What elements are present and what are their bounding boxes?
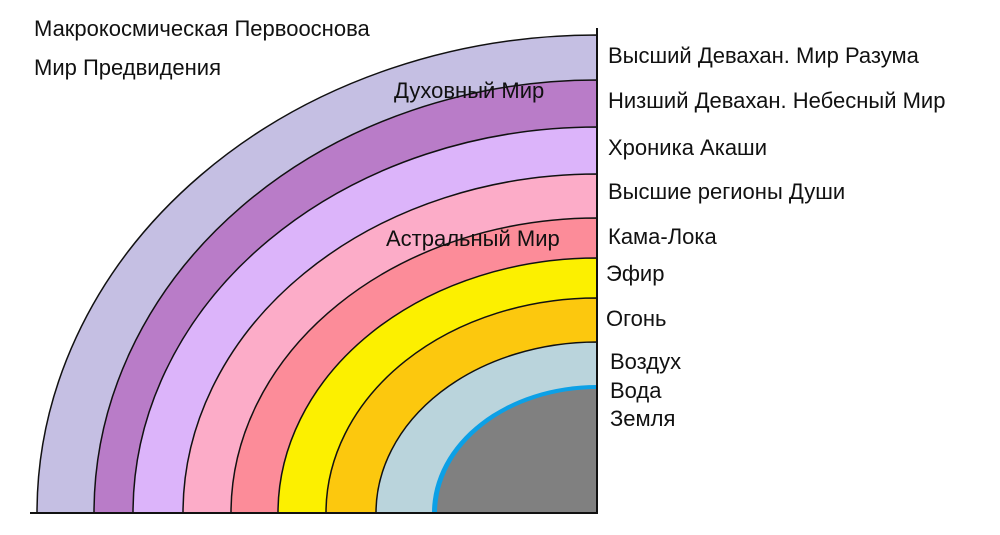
layer-label-air: Воздух xyxy=(610,349,682,374)
layer-label-higher-devachan: Высший Девахан. Мир Разума xyxy=(608,43,919,68)
layer-label-water: Вода xyxy=(610,378,662,403)
layer-label-higher-soul-regions: Высшие регионы Души xyxy=(608,179,846,204)
label-world-of-foresight: Мир Предвидения xyxy=(34,55,221,80)
layer-label-fire: Огонь xyxy=(606,306,667,331)
label-macrocosmic-foundation: Макрокосмическая Первооснова xyxy=(34,16,370,41)
layer-band-earth xyxy=(437,389,597,513)
layer-label-akashic-chronicle: Хроника Акаши xyxy=(608,135,767,160)
layer-label-lower-devachan: Низший Девахан. Небесный Мир xyxy=(608,88,946,113)
label-astral-world: Астральный Мир xyxy=(386,226,560,251)
layer-label-earth: Земля xyxy=(610,406,676,431)
layer-label-kama-loka: Кама-Лока xyxy=(608,224,717,249)
layer-label-ether: Эфир xyxy=(606,261,665,286)
label-spiritual-world: Духовный Мир xyxy=(394,78,545,103)
